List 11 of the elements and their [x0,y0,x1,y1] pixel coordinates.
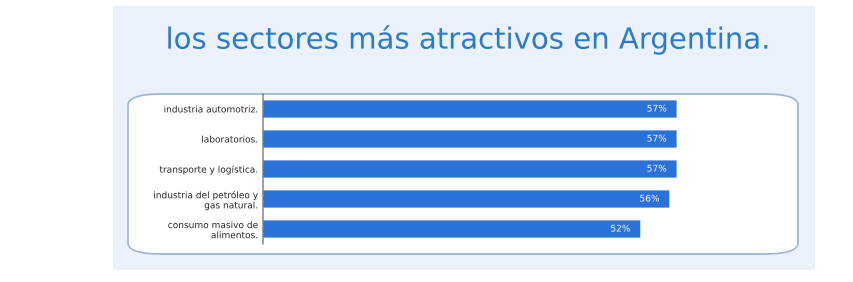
chart-title: los sectores más atractivos en Argentina. [168,25,768,55]
y-tick-label: industria del petróleo y gas natural. [154,191,258,210]
data-label: 56% [640,194,660,202]
y-tick-label: consumo masivo de alimentos. [168,221,258,238]
y-tick-label: industria automotriz. [164,106,258,113]
data-label: 57% [647,104,666,112]
data-label: 57% [647,134,666,142]
data-label: 52% [611,224,630,232]
y-tick-label: laboratorios. [202,136,258,143]
data-label: 57% [647,164,666,172]
y-tick-label: transporte y logística. [160,165,258,174]
